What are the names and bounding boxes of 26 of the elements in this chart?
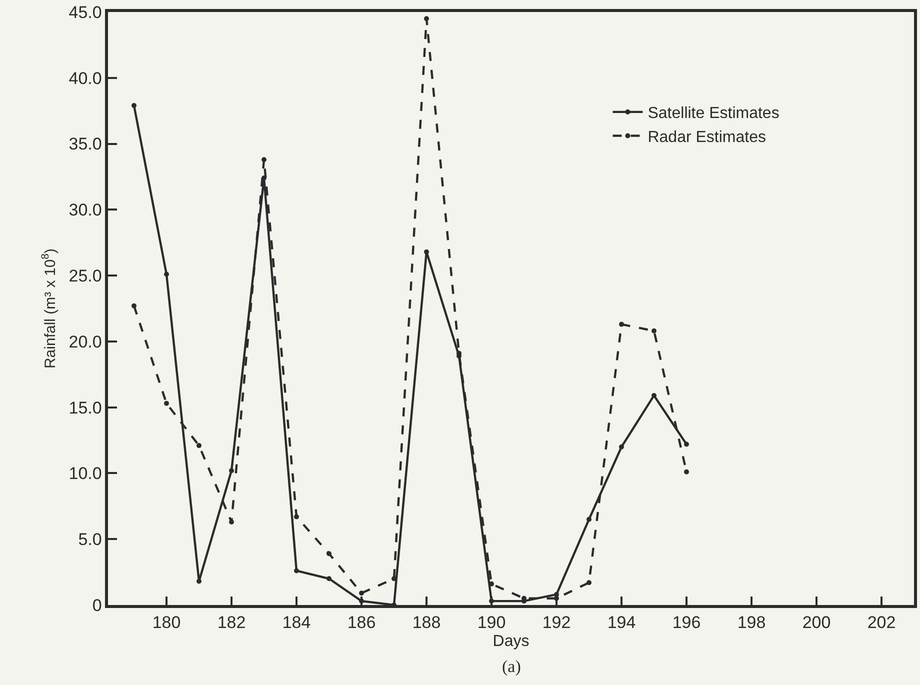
- y-tick-label: 45.0: [68, 2, 102, 22]
- text: (a): [502, 657, 521, 676]
- x-tick-label: 182: [217, 613, 246, 632]
- x-tick-label: 184: [282, 613, 311, 632]
- x-tick-label: 192: [542, 613, 571, 632]
- y-tick-label: 20.0: [68, 332, 102, 352]
- y-tick-label: 25.0: [68, 266, 102, 286]
- x-tick-label: 198: [737, 613, 766, 632]
- x-axis-title: Days: [492, 632, 530, 650]
- legend-label: Satellite Estimates: [648, 105, 780, 122]
- y-tick-label: 0: [92, 596, 102, 615]
- x-tick-label: 180: [152, 613, 181, 632]
- y-tick-label: 35.0: [68, 134, 102, 154]
- x-tick-label: 200: [802, 613, 831, 632]
- x-tick-label: 190: [477, 613, 506, 632]
- y-tick-label: 30.0: [68, 200, 102, 220]
- x-tick-label: 186: [347, 613, 376, 632]
- x-tick-label: 196: [672, 613, 701, 632]
- legend-label: Radar Estimates: [648, 128, 766, 146]
- x-tick-label: 194: [607, 613, 636, 632]
- y-tick-label: 40.0: [68, 68, 102, 88]
- x-tick-label: 202: [867, 613, 896, 632]
- y-tick-label: 5.0: [78, 530, 102, 550]
- y-tick-label: 10.0: [68, 464, 102, 484]
- y-tick-label: 15.0: [68, 398, 102, 418]
- x-tick-label: 188: [412, 613, 441, 632]
